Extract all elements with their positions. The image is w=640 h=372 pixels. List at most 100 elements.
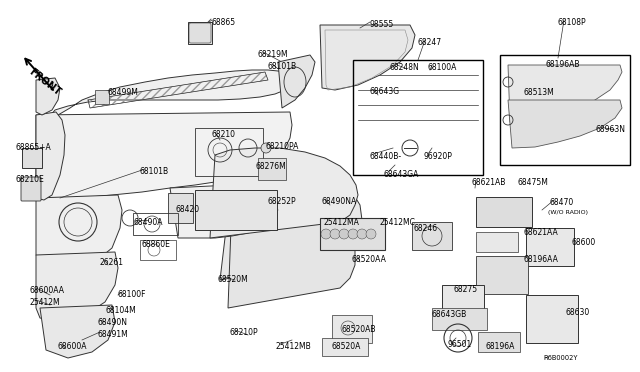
Text: 68100A: 68100A — [427, 63, 456, 72]
Bar — [168, 193, 193, 223]
Circle shape — [348, 229, 358, 239]
Text: 25412MA: 25412MA — [323, 218, 359, 227]
Bar — [22, 148, 42, 168]
Bar — [195, 128, 263, 176]
Text: 68100F: 68100F — [118, 290, 147, 299]
Circle shape — [330, 229, 340, 239]
Text: 68499M: 68499M — [107, 88, 138, 97]
Polygon shape — [220, 158, 362, 280]
Text: 25412M: 25412M — [29, 298, 60, 307]
Polygon shape — [508, 100, 622, 148]
Bar — [442, 285, 484, 321]
Text: 68275: 68275 — [453, 285, 477, 294]
Text: 98555: 98555 — [370, 20, 394, 29]
Text: 68520AB: 68520AB — [342, 325, 376, 334]
FancyBboxPatch shape — [21, 177, 41, 201]
Bar — [133, 213, 178, 235]
Bar — [500, 55, 630, 165]
Text: (W/O RADIO): (W/O RADIO) — [548, 210, 588, 215]
Text: 68865: 68865 — [212, 18, 236, 27]
Circle shape — [357, 229, 367, 239]
Text: 68276M: 68276M — [255, 162, 285, 171]
Text: 68520AA: 68520AA — [351, 255, 386, 264]
Bar — [353, 60, 483, 175]
Polygon shape — [36, 195, 122, 272]
Polygon shape — [278, 55, 315, 108]
Bar — [140, 240, 176, 260]
Text: 96501: 96501 — [448, 340, 472, 349]
Text: 68210: 68210 — [212, 130, 236, 139]
Bar — [432, 308, 487, 330]
Text: 68440B-: 68440B- — [369, 152, 401, 161]
Polygon shape — [170, 182, 295, 238]
Bar — [476, 197, 532, 227]
Circle shape — [261, 143, 271, 153]
Text: 68520M: 68520M — [218, 275, 249, 284]
Text: 68491M: 68491M — [97, 330, 128, 339]
Text: 68252P: 68252P — [267, 197, 296, 206]
Text: 68520A: 68520A — [332, 342, 362, 351]
Bar — [526, 295, 578, 343]
Text: 68196AB: 68196AB — [546, 60, 580, 69]
Circle shape — [366, 229, 376, 239]
Polygon shape — [50, 70, 290, 118]
Bar — [258, 158, 286, 180]
Text: 25412MC: 25412MC — [380, 218, 416, 227]
Polygon shape — [36, 112, 65, 200]
Text: 68630: 68630 — [565, 308, 589, 317]
Bar — [320, 218, 385, 250]
Bar — [188, 22, 212, 44]
Polygon shape — [40, 305, 115, 358]
Text: 68475M: 68475M — [517, 178, 548, 187]
Text: 68860E: 68860E — [141, 240, 170, 249]
Text: 68108P: 68108P — [558, 18, 587, 27]
Text: 68196AA: 68196AA — [524, 255, 559, 264]
Text: 68600: 68600 — [571, 238, 595, 247]
Text: 68219M: 68219M — [258, 50, 289, 59]
Bar — [412, 222, 452, 250]
Polygon shape — [36, 252, 118, 322]
Text: 68621AB: 68621AB — [472, 178, 506, 187]
Text: 68490N: 68490N — [97, 318, 127, 327]
Text: R6B0002Y: R6B0002Y — [543, 355, 577, 361]
Text: 68196A: 68196A — [486, 342, 515, 351]
Text: 68643GB: 68643GB — [432, 310, 467, 319]
Polygon shape — [36, 112, 292, 198]
Text: 68490NA: 68490NA — [321, 197, 356, 206]
Text: 68643G: 68643G — [370, 87, 400, 96]
Text: 68643GA: 68643GA — [384, 170, 419, 179]
Text: 68101B: 68101B — [268, 62, 297, 71]
Text: 68210P: 68210P — [230, 328, 259, 337]
Bar — [332, 315, 372, 343]
Circle shape — [339, 229, 349, 239]
Text: 68104M: 68104M — [105, 306, 136, 315]
Text: 68247: 68247 — [418, 38, 442, 47]
Polygon shape — [508, 65, 622, 123]
Polygon shape — [228, 196, 355, 308]
Bar — [526, 228, 574, 266]
Text: 68490A: 68490A — [133, 218, 163, 227]
Text: 68248N: 68248N — [390, 63, 420, 72]
Bar — [478, 332, 520, 352]
Text: 68101B: 68101B — [140, 167, 169, 176]
Polygon shape — [320, 25, 415, 90]
Text: 68420: 68420 — [175, 205, 199, 214]
Text: 68600AA: 68600AA — [29, 286, 64, 295]
Text: 68210PA: 68210PA — [265, 142, 298, 151]
Bar — [322, 338, 368, 356]
Text: 68600A: 68600A — [58, 342, 88, 351]
Text: 26261: 26261 — [99, 258, 123, 267]
Text: 68865+A: 68865+A — [16, 143, 52, 152]
Circle shape — [321, 229, 331, 239]
Text: 68246: 68246 — [414, 224, 438, 233]
Text: 68963N: 68963N — [596, 125, 626, 134]
Text: FRONT: FRONT — [28, 67, 63, 97]
Bar — [195, 190, 277, 230]
Text: 25412MB: 25412MB — [276, 342, 312, 351]
Polygon shape — [36, 78, 60, 115]
Bar — [95, 90, 109, 104]
Text: 68210E: 68210E — [16, 175, 45, 184]
Text: 68621AA: 68621AA — [524, 228, 559, 237]
Polygon shape — [210, 148, 358, 238]
Bar — [476, 256, 528, 294]
